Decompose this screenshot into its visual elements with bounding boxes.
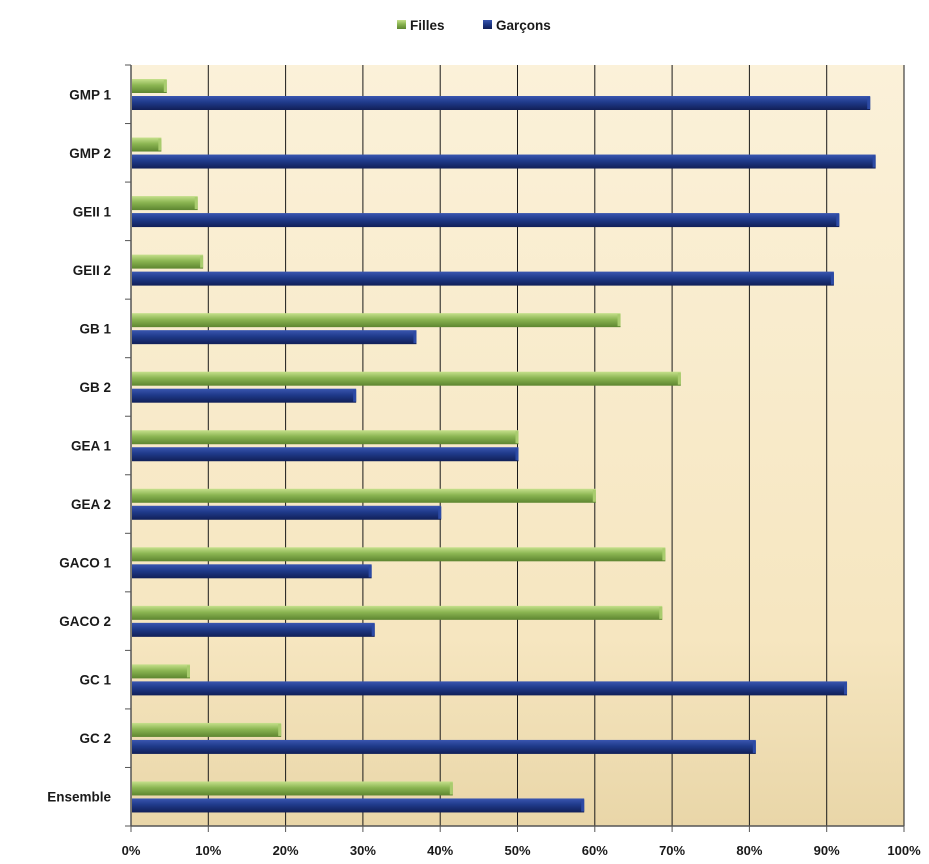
category-labels: GMP 1 GMP 2 GEII 1 GEII 2 GB 1 GB 2 GEA 1 GEA 2… [47, 87, 111, 804]
bars [132, 79, 876, 813]
legend-swatch [483, 20, 492, 29]
category-label: Ensemble [47, 790, 111, 805]
x-tick-label: 50% [504, 843, 530, 858]
bar-filles [132, 79, 167, 93]
category-label: GEII 1 [73, 204, 112, 219]
legend: Filles Garçons [397, 18, 551, 33]
bar-filles [132, 313, 621, 328]
bar-cap-filles [515, 431, 519, 444]
bar-filles [132, 605, 663, 620]
bar-garons [132, 96, 871, 110]
bar-cap-filles [186, 665, 190, 678]
legend-swatch [397, 20, 406, 29]
bar-cap-filles [662, 548, 666, 561]
category-label: GB 1 [79, 321, 111, 336]
category-label: GMP 1 [69, 87, 111, 102]
bar-cap-garons [581, 799, 585, 812]
x-tick-label: 90% [814, 843, 840, 858]
bar-cap-filles [194, 197, 198, 210]
x-tick-label: 20% [273, 843, 299, 858]
bar-cap-filles [278, 723, 282, 736]
bar-cap-filles [163, 80, 167, 92]
x-tick-label: 40% [427, 843, 453, 858]
bar-filles [132, 137, 162, 152]
bar-filles [132, 664, 190, 679]
category-label: GEA 2 [71, 497, 111, 512]
bar-filles [132, 547, 666, 562]
category-label: GMP 2 [69, 146, 111, 161]
bar-cap-garons [867, 97, 871, 109]
x-tick-label: 60% [582, 843, 608, 858]
bar-cap-garons [836, 214, 840, 227]
category-label: GACO 1 [59, 556, 111, 571]
bar-garons [132, 154, 876, 169]
bar-filles [132, 430, 519, 445]
x-tick-labels: 0% 10% 20% 30% 40% 50% 60% 70% 80% 90% 100% [122, 843, 921, 858]
bar-filles [132, 196, 198, 211]
bar-filles [132, 722, 282, 737]
bar-cap-garons [844, 682, 848, 695]
gridlines [207, 65, 905, 826]
bar-filles [132, 781, 453, 796]
x-tick-label: 10% [195, 843, 221, 858]
bar-garons [132, 798, 585, 813]
bar-cap-filles [200, 255, 204, 268]
bar-filles [132, 371, 681, 386]
category-label: GEII 2 [73, 263, 111, 278]
bar-cap-garons [752, 740, 756, 753]
x-tick-label: 70% [659, 843, 685, 858]
bar-garons [132, 739, 756, 754]
bar-garons [132, 505, 442, 520]
bar-cap-garons [515, 448, 519, 461]
bar-cap-garons [371, 623, 375, 636]
bar-filles [132, 488, 596, 503]
x-tick-label: 100% [887, 843, 921, 858]
bar-cap-garons [368, 565, 372, 578]
x-tick-label: 30% [350, 843, 376, 858]
axes [125, 64, 905, 832]
bar-filles [132, 254, 204, 269]
category-label: GACO 2 [59, 614, 111, 629]
bar-cap-garons [872, 155, 876, 168]
bar-garons [132, 622, 375, 637]
bar-garons [132, 681, 848, 696]
legend-label: Garçons [496, 18, 551, 33]
category-label: GEA 1 [71, 439, 112, 454]
category-label: GC 2 [79, 731, 111, 746]
bar-garons [132, 447, 519, 462]
category-label: GC 1 [79, 673, 111, 688]
bar-garons [132, 388, 357, 403]
x-tick-label: 0% [122, 843, 141, 858]
bar-cap-filles [617, 314, 621, 327]
bar-cap-filles [659, 606, 663, 619]
bar-garons [132, 330, 417, 345]
x-tick-label: 80% [736, 843, 762, 858]
bar-cap-filles [592, 489, 596, 502]
bar-cap-filles [158, 138, 162, 151]
category-label: GB 2 [79, 380, 111, 395]
bar-cap-garons [830, 272, 834, 285]
bar-cap-filles [449, 782, 453, 795]
legend-label: Filles [410, 18, 445, 33]
bar-cap-filles [677, 372, 681, 385]
bar-cap-garons [438, 506, 442, 519]
bar-cap-garons [413, 331, 417, 344]
bar-garons [132, 564, 372, 579]
bar-garons [132, 213, 840, 228]
bar-cap-garons [353, 389, 357, 402]
bar-garons [132, 271, 834, 286]
